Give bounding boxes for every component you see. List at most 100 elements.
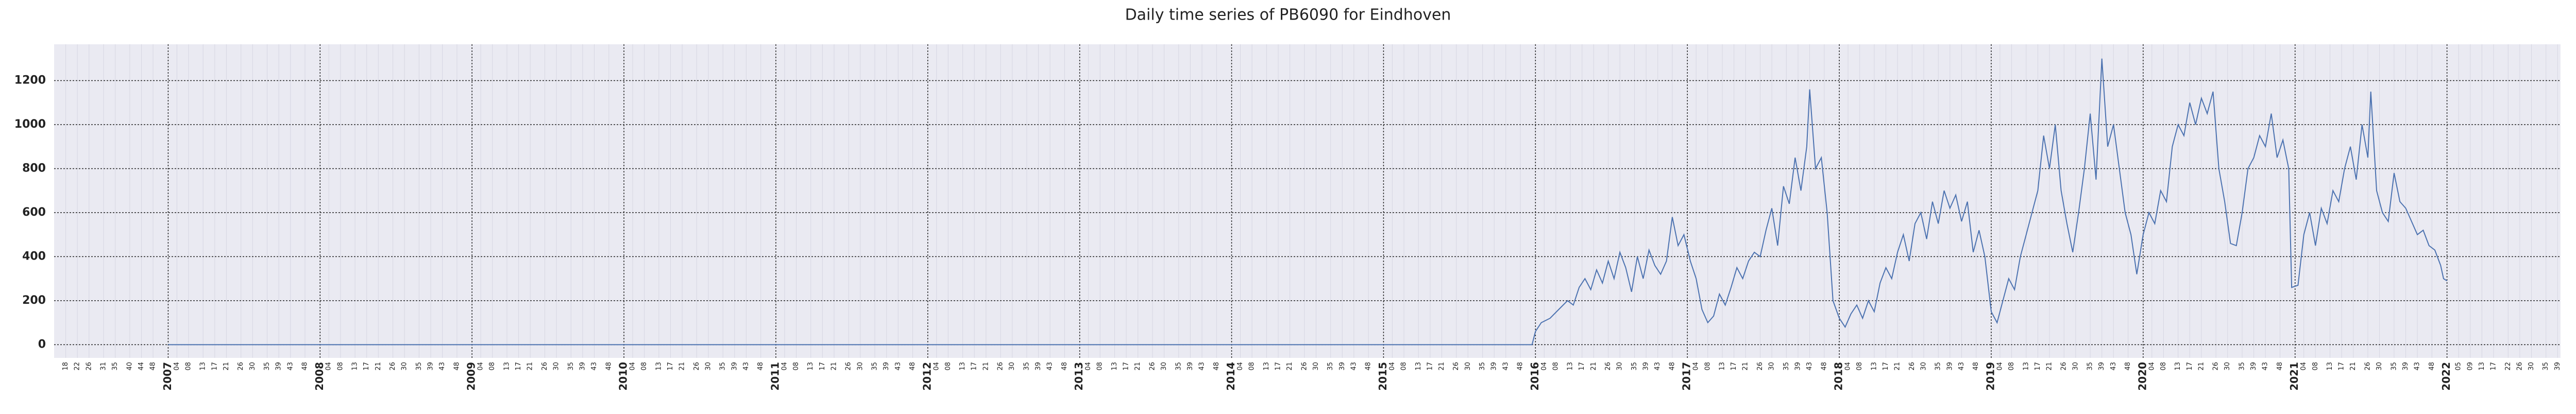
x-tick-label: 2008 <box>313 362 326 391</box>
minor-x-tick-label: 13 <box>655 362 663 371</box>
minor-x-tick-label: 04 <box>2300 362 2308 371</box>
minor-x-tick-label: 22 <box>74 362 81 371</box>
minor-x-tick-label: 30 <box>1008 362 1016 371</box>
minor-x-tick-label: 30 <box>1464 362 1472 371</box>
minor-x-tick-label: 39 <box>2250 362 2258 371</box>
minor-x-tick-label: 17 <box>2338 362 2346 371</box>
minor-x-tick-label: 21 <box>2197 362 2205 371</box>
minor-x-tick-label: 43 <box>1198 362 1206 371</box>
minor-x-tick-label: 26 <box>1604 362 1612 371</box>
minor-x-tick-label: 39 <box>1187 362 1194 371</box>
minor-x-tick-label: 39 <box>1946 362 1954 371</box>
minor-x-tick-label: 08 <box>1400 362 1408 371</box>
minor-x-tick-label: 21 <box>375 362 382 371</box>
minor-x-tick-label: 26 <box>1908 362 1916 371</box>
minor-x-tick-label: 26 <box>1452 362 1460 371</box>
minor-x-tick-label: 04 <box>477 362 485 371</box>
minor-x-tick-label: 21 <box>830 362 838 371</box>
minor-x-tick-label: 08 <box>1248 362 1256 371</box>
minor-x-tick-label: 21 <box>1134 362 1142 371</box>
minor-x-tick-label: 43 <box>1958 362 1965 371</box>
minor-x-tick-label: 43 <box>1046 362 1054 371</box>
minor-x-tick-label: 08 <box>792 362 800 371</box>
minor-x-tick-label: 48 <box>453 362 461 371</box>
x-tick-label: 2014 <box>1225 362 1237 391</box>
minor-x-tick-label: 22 <box>2504 362 2512 371</box>
minor-x-tick-label: 21 <box>223 362 230 371</box>
minor-x-tick-label: 39 <box>1035 362 1042 371</box>
minor-x-tick-label: 08 <box>488 362 496 371</box>
minor-x-tick-label: 17 <box>2034 362 2042 371</box>
minor-x-tick-label: 04 <box>1996 362 2004 371</box>
y-tick-label: 400 <box>22 250 46 263</box>
minor-x-tick-label: 35 <box>1175 362 1182 371</box>
x-tick-label: 2017 <box>1681 362 1693 391</box>
minor-x-tick-label: 13 <box>2478 362 2486 371</box>
minor-x-tick-label: 08 <box>1856 362 1863 371</box>
minor-x-tick-label: 30 <box>2376 362 2383 371</box>
minor-x-tick-label: 43 <box>2110 362 2117 371</box>
y-tick-label: 1200 <box>14 74 46 87</box>
minor-x-tick-label: 35 <box>2542 362 2550 371</box>
minor-x-tick-label: 08 <box>640 362 648 371</box>
minor-x-tick-label: 39 <box>883 362 890 371</box>
minor-x-tick-label: 30 <box>1768 362 1776 371</box>
minor-x-tick-label: 30 <box>2072 362 2079 371</box>
minor-x-tick-label: 26 <box>1756 362 1764 371</box>
minor-x-tick-label: 26 <box>845 362 853 371</box>
minor-x-tick-label: 17 <box>1578 362 1586 371</box>
minor-x-tick-label: 04 <box>1388 362 1396 371</box>
minor-x-tick-label: 35 <box>415 362 423 371</box>
minor-x-tick-label: 30 <box>1312 362 1320 371</box>
y-tick-label: 200 <box>22 294 46 307</box>
minor-x-tick-label: 21 <box>982 362 990 371</box>
minor-x-tick-label: 43 <box>742 362 750 371</box>
minor-x-tick-label: 04 <box>629 362 637 371</box>
minor-x-tick-label: 08 <box>2008 362 2015 371</box>
minor-x-tick-label: 17 <box>971 362 978 371</box>
minor-x-tick-label: 04 <box>1692 362 1700 371</box>
minor-x-tick-label: 43 <box>2414 362 2421 371</box>
minor-x-tick-label: 48 <box>1061 362 1069 371</box>
minor-x-tick-label: 08 <box>1096 362 1104 371</box>
minor-x-tick-label: 21 <box>1438 362 1446 371</box>
minor-x-tick-label: 48 <box>2276 362 2284 371</box>
minor-x-tick-label: 43 <box>286 362 294 371</box>
minor-x-tick-label: 17 <box>1730 362 1738 371</box>
x-tick-label: 2009 <box>465 362 478 391</box>
minor-x-tick-label: 13 <box>2022 362 2030 371</box>
minor-x-tick-label: 08 <box>944 362 952 371</box>
minor-x-tick-label: 35 <box>2087 362 2094 371</box>
minor-x-tick-label: 04 <box>1236 362 1244 371</box>
minor-x-tick-label: 48 <box>2428 362 2436 371</box>
minor-x-tick-label: 48 <box>1517 362 1524 371</box>
minor-x-tick-label: 48 <box>1213 362 1221 371</box>
x-tick-label: 2022 <box>2440 362 2452 391</box>
minor-x-tick-label: 13 <box>959 362 967 371</box>
minor-x-tick-label: 04 <box>2148 362 2156 371</box>
minor-x-tick-label: 17 <box>1426 362 1434 371</box>
x-tick-label: 2016 <box>1529 362 1541 391</box>
minor-x-tick-label: 26 <box>2364 362 2372 371</box>
minor-x-tick-label: 30 <box>1616 362 1624 371</box>
x-tick-label: 2011 <box>769 362 781 391</box>
minor-x-tick-label: 21 <box>2349 362 2357 371</box>
minor-x-tick-label: 17 <box>515 362 522 371</box>
minor-x-tick-label: 26 <box>2212 362 2220 371</box>
minor-x-tick-label: 39 <box>427 362 435 371</box>
minor-x-tick-label: 43 <box>2262 362 2269 371</box>
minor-x-tick-label: 48 <box>605 362 613 371</box>
minor-x-tick-label: 26 <box>541 362 549 371</box>
minor-x-tick-label: 08 <box>1552 362 1560 371</box>
minor-x-tick-label: 39 <box>731 362 738 371</box>
minor-x-tick-label: 48 <box>1365 362 1372 371</box>
minor-x-tick-label: 17 <box>2490 362 2498 371</box>
minor-x-tick-label: 13 <box>1263 362 1270 371</box>
minor-x-tick-label: 13 <box>1567 362 1574 371</box>
minor-x-tick-label: 21 <box>679 362 686 371</box>
minor-x-tick-label: 26 <box>237 362 245 371</box>
minor-x-tick-label: 40 <box>126 362 133 371</box>
minor-x-tick-label: 48 <box>149 362 157 371</box>
minor-x-tick-label: 35 <box>567 362 575 371</box>
